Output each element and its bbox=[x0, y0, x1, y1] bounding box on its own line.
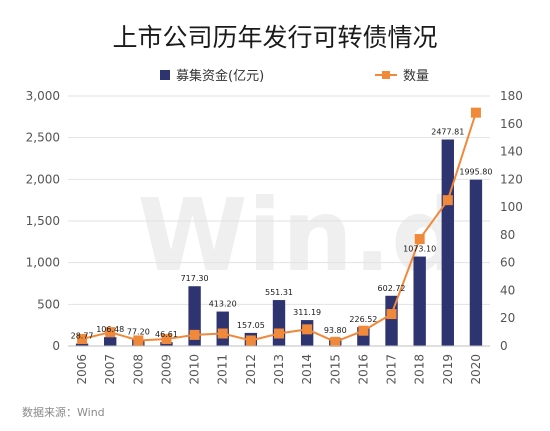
x-tick-label: 2014 bbox=[300, 354, 314, 385]
y-right-tick-label: 40 bbox=[500, 283, 515, 297]
bar-data-label: 46.61 bbox=[155, 330, 178, 339]
legend-label-bar: 募集资金(亿元) bbox=[176, 68, 264, 84]
line-point bbox=[161, 334, 172, 345]
x-tick-label: 2012 bbox=[244, 354, 258, 385]
line-point bbox=[330, 336, 341, 347]
bar-data-label: 311.19 bbox=[293, 308, 321, 317]
y-left-tick-label: 2,000 bbox=[26, 172, 60, 186]
line-point bbox=[470, 107, 481, 118]
bar bbox=[469, 179, 483, 346]
line-point bbox=[133, 335, 144, 346]
x-tick-label: 2018 bbox=[413, 354, 427, 385]
bar bbox=[75, 343, 89, 346]
line-point bbox=[245, 335, 256, 346]
y-left-tick-label: 1,000 bbox=[26, 256, 60, 270]
bar-data-label: 717.30 bbox=[181, 274, 209, 283]
y-left-tick-label: 500 bbox=[37, 297, 60, 311]
y-right-tick-label: 160 bbox=[500, 117, 523, 131]
x-tick-label: 2020 bbox=[469, 354, 483, 385]
line-point bbox=[105, 327, 116, 338]
y-right-tick-label: 100 bbox=[500, 200, 523, 214]
chart-title: 上市公司历年发行可转债情况 bbox=[112, 23, 437, 52]
x-tick-label: 2007 bbox=[103, 354, 117, 385]
bar bbox=[104, 337, 117, 346]
left-axis: 0 500 1,000 1,500 2,000 2,500 3,000 bbox=[26, 89, 60, 353]
right-axis: 0 20 40 60 80 100 120 140 160 180 bbox=[500, 89, 523, 353]
line-point bbox=[442, 195, 453, 206]
y-left-tick-label: 1,500 bbox=[26, 214, 60, 228]
y-right-tick-label: 180 bbox=[500, 89, 523, 103]
bar-data-label: 226.52 bbox=[349, 315, 377, 324]
legend-swatch-marker bbox=[382, 71, 390, 79]
bar bbox=[160, 342, 173, 346]
x-tick-label: 2015 bbox=[328, 354, 342, 385]
line-point bbox=[358, 325, 369, 336]
y-left-tick-label: 3,000 bbox=[26, 89, 60, 103]
y-right-tick-label: 140 bbox=[500, 145, 523, 159]
bar-data-label: 93.80 bbox=[324, 326, 347, 335]
bar-data-label: 28.77 bbox=[71, 332, 94, 341]
line-point bbox=[302, 324, 313, 335]
bar-data-label: 413.20 bbox=[209, 300, 237, 309]
y-right-tick-label: 0 bbox=[500, 339, 508, 353]
watermark: Win.d bbox=[137, 177, 462, 294]
bar bbox=[272, 300, 286, 346]
line-point bbox=[77, 334, 88, 345]
line-series bbox=[77, 107, 481, 347]
legend-label-line: 数量 bbox=[403, 69, 429, 84]
line-point bbox=[274, 328, 284, 339]
y-right-tick-label: 120 bbox=[500, 172, 523, 186]
line-point bbox=[217, 328, 228, 339]
bar bbox=[441, 139, 454, 346]
x-tick-label: 2019 bbox=[441, 354, 455, 385]
x-tick-label: 2010 bbox=[188, 354, 202, 385]
source-note: 数据来源：Wind bbox=[22, 405, 105, 419]
bar-data-label: 106.48 bbox=[96, 325, 124, 334]
y-right-tick-label: 20 bbox=[500, 311, 515, 325]
y-left-tick-label: 2,500 bbox=[26, 131, 60, 145]
x-axis: 2006 2007 2008 2009 2010 2011 2012 2013 2014 2015… bbox=[68, 345, 490, 385]
bar-data-label: 1073.10 bbox=[403, 245, 436, 254]
y-right-tick-label: 60 bbox=[500, 256, 515, 270]
line-point bbox=[414, 234, 425, 245]
x-tick-label: 2016 bbox=[356, 354, 370, 385]
legend-swatch-bar bbox=[160, 70, 170, 80]
bar-data-label: 1995.80 bbox=[459, 168, 492, 177]
line-point bbox=[386, 309, 397, 320]
bar-data-label: 551.31 bbox=[265, 288, 293, 297]
bar-data-label: 77.20 bbox=[127, 328, 150, 337]
y-left-tick-label: 0 bbox=[52, 339, 60, 353]
x-tick-label: 2009 bbox=[159, 354, 173, 385]
x-tick-label: 2013 bbox=[272, 354, 286, 385]
y-right-tick-label: 80 bbox=[500, 228, 515, 242]
line-point bbox=[189, 329, 200, 340]
bar bbox=[413, 256, 426, 346]
legend: 募集资金(亿元) 数量 bbox=[160, 68, 429, 84]
bar-data-label: 157.05 bbox=[237, 321, 265, 330]
bar-data-label: 602.72 bbox=[378, 284, 406, 293]
x-tick-label: 2008 bbox=[131, 354, 145, 385]
bar-data-label: 2477.81 bbox=[431, 128, 464, 137]
x-tick-label: 2017 bbox=[385, 354, 399, 385]
x-tick-label: 2006 bbox=[75, 354, 89, 385]
x-tick-label: 2011 bbox=[216, 354, 230, 385]
